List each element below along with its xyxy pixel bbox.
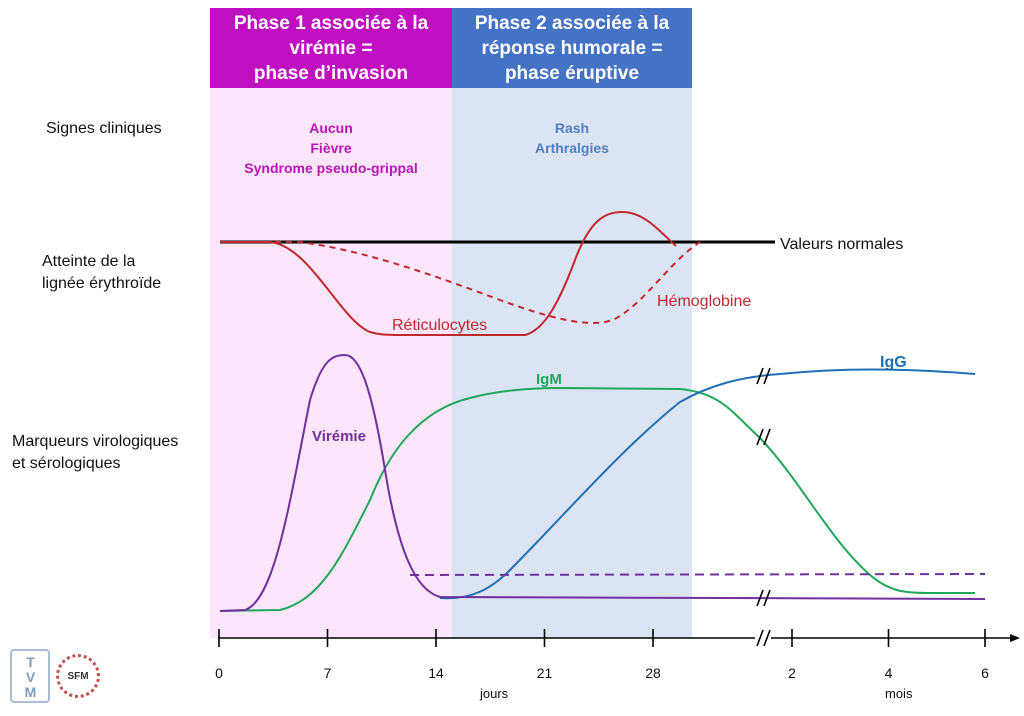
clinical-sign: Rash [554,120,590,136]
clinical-sign: Arthralgies [535,140,609,156]
phase2-title-line: Phase 2 associée à la [474,12,670,34]
phase1-title-line: virémie = [289,37,373,59]
row-label-line: lignée érythroïde [42,275,162,292]
x-axis [218,629,1020,647]
row-label-markers: Marqueurs virologiques et sérologiques [12,431,178,475]
normal-values-label: Valeurs normales [780,236,903,253]
day-tick-label-21: 21 [537,665,553,681]
day-tick-label-0: 0 [215,665,223,681]
clinical-sign: Aucun [309,120,353,136]
phase2-title-line: réponse humorale = [481,37,663,59]
phase2-header-box [452,8,692,88]
phase2-header: Phase 2 associée à la réponse humorale =… [452,8,692,88]
sfm-letters: SFM [67,670,89,682]
x-axis-unit-months: mois [885,686,913,701]
igm-curve [219,386,975,612]
igg-curve [439,368,976,600]
phase2-band [452,88,692,638]
phase1-title-line: Phase 1 associée à la [233,12,429,34]
break-marks [756,367,771,607]
x-axis-ticks-months: 2 4 6 [788,629,989,681]
row-label-line: et sérologiques [12,455,121,472]
reticulocytes-label: Réticulocytes [392,317,487,334]
row-label-line: Signes cliniques [46,120,162,137]
tvm-logo: TVM [10,649,50,703]
tvm-letters: TVM [22,653,39,699]
phase1-header-box [210,8,452,88]
day-tick-label-28: 28 [645,665,661,681]
x-axis-unit-days: jours [479,686,509,701]
clinical-sign: Fièvre [310,140,352,156]
igm-label: IgM [536,371,562,388]
row-label-clinical: Signes cliniques [46,118,162,140]
month-tick-label-4: 4 [885,665,893,681]
phase1-band [210,88,452,638]
phase1-header: Phase 1 associée à la virémie = phase d’… [210,8,452,88]
hemoglobin-label: Hémoglobine [657,293,751,310]
sfm-logo: SFM [56,654,100,698]
phase2-title-line: phase éruptive [504,62,640,84]
viremia-curve [219,353,986,612]
phase1-clinical-signs: Aucun Fièvre Syndrome pseudo-grippal [210,118,452,178]
x-axis-ticks-days: 0 7 14 21 28 [215,629,661,681]
month-tick-label-6: 6 [981,665,989,681]
row-label-line: Marqueurs virologiques [12,433,179,450]
reticulocytes-curve [220,210,677,336]
viremia-residual-dashed [409,573,986,576]
month-tick-label-2: 2 [788,665,796,681]
row-label-line: Atteinte de la [42,253,136,270]
phase1-title-line: phase d’invasion [253,62,409,84]
viremia-label: Virémie [312,428,366,445]
row-label-erythroid: Atteinte de la lignée érythroïde [42,251,161,295]
phase2-clinical-signs: Rash Arthralgies [452,118,692,158]
clinical-sign: Syndrome pseudo-grippal [244,160,418,176]
day-tick-label-7: 7 [324,665,332,681]
day-tick-label-14: 14 [428,665,444,681]
igg-label: IgG [880,354,907,371]
hemoglobin-curve [220,241,701,324]
